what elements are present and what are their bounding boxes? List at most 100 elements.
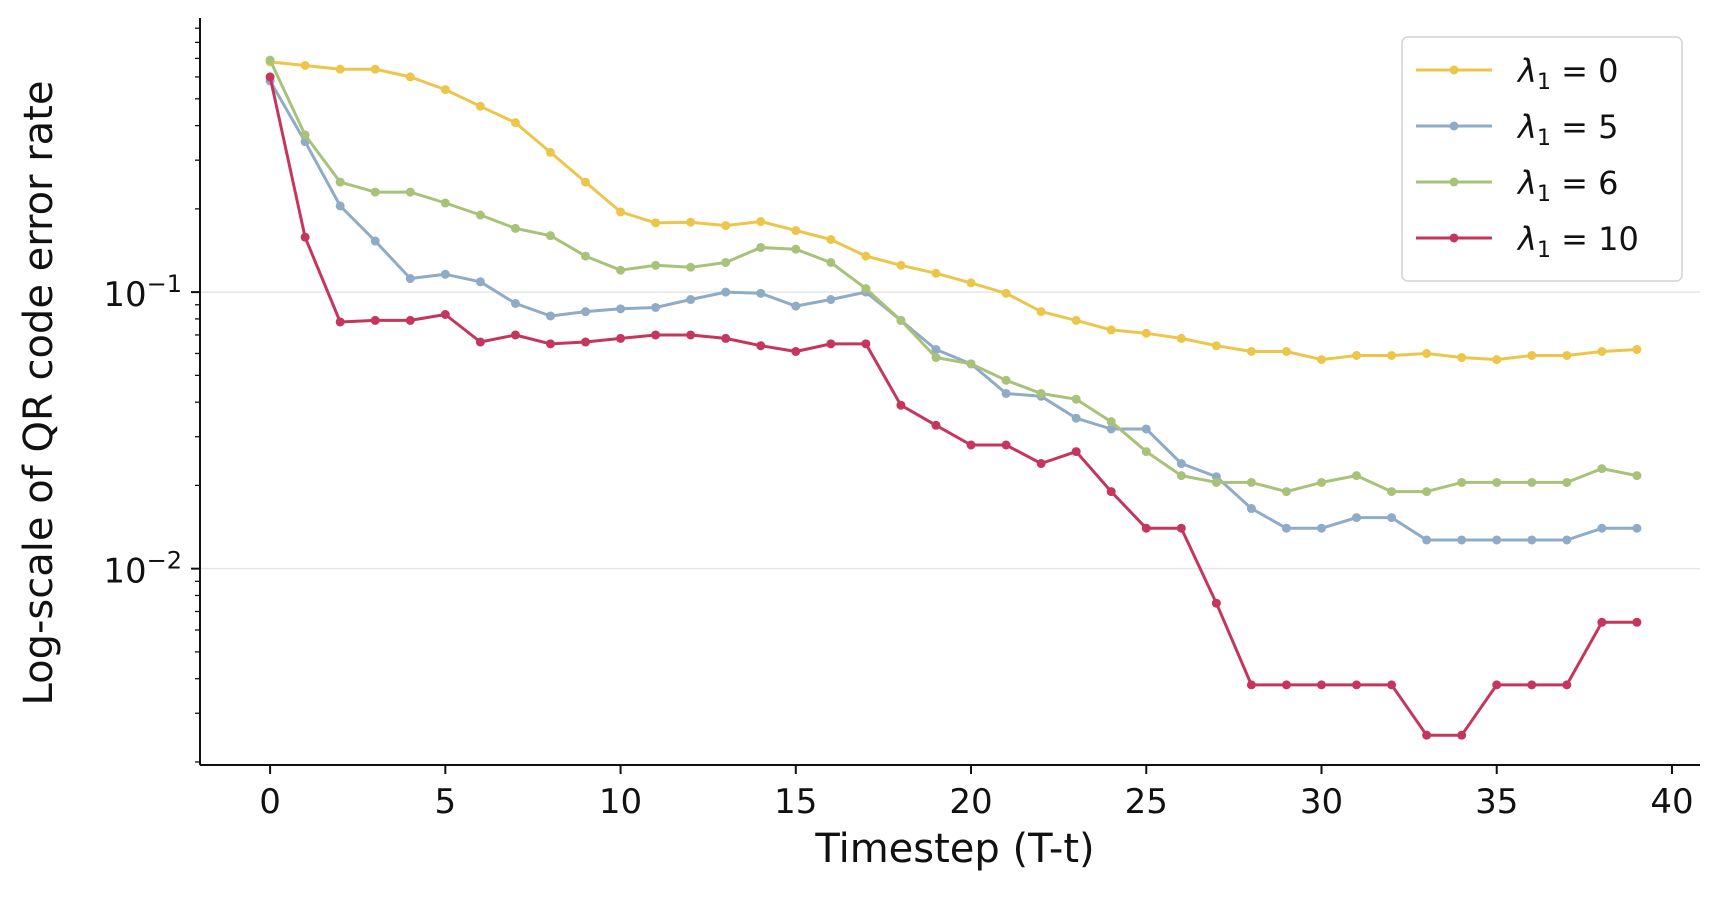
data-point (370, 187, 380, 197)
data-point (545, 147, 555, 157)
series-2 (265, 55, 1642, 497)
data-point (545, 339, 555, 349)
data-point (440, 198, 450, 208)
data-point (405, 72, 415, 82)
data-point (931, 420, 941, 430)
legend-item: λ1 = 0 (1416, 52, 1618, 95)
data-point (335, 64, 345, 74)
data-point (1527, 535, 1537, 545)
data-point (756, 217, 766, 227)
data-point (475, 337, 485, 347)
data-point (1246, 346, 1256, 356)
data-point (1246, 477, 1256, 487)
data-point (966, 440, 976, 450)
data-point (510, 223, 520, 233)
data-point (1527, 477, 1537, 487)
data-point (1597, 617, 1607, 627)
data-point (1422, 348, 1432, 358)
x-tick-label: 25 (1125, 782, 1168, 822)
data-point (475, 101, 485, 111)
data-point (1176, 459, 1186, 469)
data-point (616, 265, 626, 275)
series-line (268, 80, 1637, 542)
data-point (1352, 350, 1362, 360)
data-point (1632, 345, 1642, 355)
data-point (1036, 388, 1046, 398)
data-point (616, 207, 626, 217)
data-point (1492, 680, 1502, 690)
data-point (861, 339, 871, 349)
data-point (1492, 535, 1502, 545)
data-point (826, 339, 836, 349)
data-point (1562, 680, 1572, 690)
data-point (826, 257, 836, 267)
data-point (686, 330, 696, 340)
x-tick-label: 20 (949, 782, 992, 822)
data-point (1457, 353, 1467, 363)
data-point (791, 244, 801, 254)
data-point (756, 341, 766, 351)
data-point (1281, 346, 1291, 356)
x-tick-label: 10 (599, 782, 642, 822)
data-point (405, 274, 415, 284)
y-tick-label: 10−2 (103, 547, 182, 592)
series-line (269, 60, 1637, 362)
data-point (1316, 680, 1326, 690)
data-point (1316, 355, 1326, 365)
legend-label: λ1 = 6 (1516, 164, 1618, 207)
data-point (1141, 328, 1151, 338)
data-point (1281, 487, 1291, 497)
data-point (896, 400, 906, 410)
data-point (1457, 730, 1467, 740)
data-point (370, 236, 380, 246)
data-point (545, 231, 555, 241)
data-point (440, 85, 450, 95)
data-point (1597, 523, 1607, 533)
data-point (966, 278, 976, 288)
data-point (581, 177, 591, 187)
legend: λ1 = 0 λ1 = 5 λ1 = 6 λ1 = 10 (1401, 36, 1683, 282)
data-point (1036, 307, 1046, 317)
series-1 (265, 76, 1642, 545)
data-point (1632, 471, 1642, 481)
data-point (1001, 288, 1011, 298)
legend-item: λ1 = 10 (1416, 220, 1639, 263)
data-point (475, 210, 485, 220)
legend-box (1401, 36, 1683, 282)
data-point (300, 130, 310, 140)
data-point (1106, 325, 1116, 335)
legend-label: λ1 = 5 (1516, 108, 1618, 151)
data-point (581, 251, 591, 261)
x-tick-label: 15 (774, 782, 817, 822)
data-point (791, 346, 801, 356)
x-tick-label: 0 (259, 782, 281, 822)
data-point (1457, 477, 1467, 487)
data-point (1562, 535, 1572, 545)
legend-label: λ1 = 0 (1516, 52, 1618, 95)
axes (191, 18, 1700, 774)
data-point (1176, 523, 1186, 533)
legend-marker (1449, 121, 1459, 131)
data-point (721, 221, 731, 231)
data-point (440, 309, 450, 319)
data-point (1001, 388, 1011, 398)
series-line (268, 59, 1638, 494)
data-point (1422, 487, 1432, 497)
data-point (651, 260, 661, 270)
data-point (1316, 523, 1326, 533)
data-point (1211, 341, 1221, 351)
data-point (1527, 680, 1537, 690)
data-point (440, 269, 450, 279)
data-point (545, 311, 555, 321)
legend-label: λ1 = 10 (1516, 220, 1639, 263)
data-point (896, 260, 906, 270)
data-point (1597, 346, 1607, 356)
data-point (1071, 447, 1081, 457)
data-point (1106, 487, 1116, 497)
data-point (1071, 315, 1081, 325)
data-point (405, 315, 415, 325)
data-point (581, 307, 591, 317)
data-point (1036, 459, 1046, 469)
data-point (1422, 535, 1432, 545)
data-point (651, 218, 661, 228)
